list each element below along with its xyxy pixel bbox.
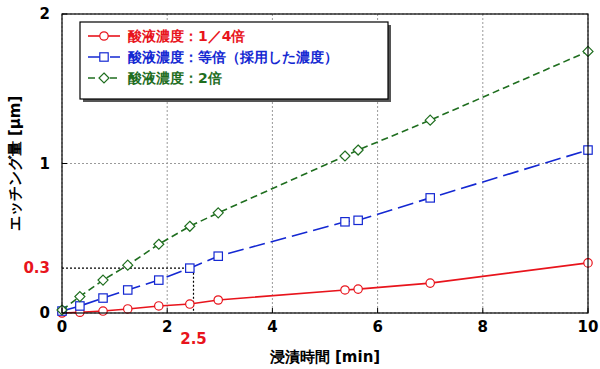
y-grid-line: [62, 163, 588, 164]
series-marker: [99, 307, 107, 315]
x-tick: [272, 308, 273, 313]
x-tick-label: 4: [267, 318, 277, 336]
x-tick-label: 8: [478, 318, 488, 336]
x-tick-label: 0: [57, 318, 67, 336]
y-axis-title: エッチング量 [μm]: [6, 96, 24, 232]
legend-label: 酸液濃度：等倍（採用した濃度）: [128, 49, 338, 65]
series-marker: [214, 252, 222, 260]
y-tick: [62, 163, 67, 164]
series-marker: [123, 260, 133, 270]
annotation-label: 2.5: [180, 330, 207, 348]
x-tick-label: 10: [578, 318, 599, 336]
legend-label: 酸液濃度：2倍: [128, 70, 222, 86]
series-marker: [353, 145, 363, 155]
x-tick-label: 2: [162, 318, 172, 336]
series-marker: [124, 286, 132, 294]
series-marker: [425, 115, 435, 125]
y-tick: [62, 313, 67, 314]
y-tick-label: 2: [40, 5, 50, 23]
x-tick: [62, 308, 63, 313]
x-tick: [588, 308, 589, 313]
series-line: [62, 263, 588, 313]
x-tick-label: 6: [372, 318, 382, 336]
series-marker: [341, 286, 349, 294]
series-marker: [186, 300, 194, 308]
series-marker: [155, 302, 163, 310]
series: [58, 259, 592, 317]
series-marker: [426, 194, 434, 202]
legend: 酸液濃度：1／4倍酸液濃度：等倍（採用した濃度） 酸液濃度：2倍: [80, 22, 391, 102]
legend-marker: [99, 73, 109, 83]
x-tick: [482, 308, 483, 313]
x-tick: [167, 308, 168, 313]
legend-box: [80, 22, 388, 99]
legend-label: 酸液濃度：1／4倍: [128, 28, 245, 44]
axes: 0 2 4 6 8 10 0 1 2 0.3 2.5: [23, 5, 598, 348]
series-marker: [354, 216, 362, 224]
plot-frame: [62, 14, 588, 313]
series-marker: [340, 151, 350, 161]
series-marker: [75, 292, 85, 302]
series-marker: [98, 275, 108, 285]
x-tick: [377, 308, 378, 313]
x-axis-title: 浸漬時間 [min]: [269, 348, 380, 366]
annotation-label: 0.3: [23, 259, 50, 277]
series-marker: [341, 218, 349, 226]
series-marker: [124, 305, 132, 313]
series-marker: [213, 208, 223, 218]
series-marker: [186, 264, 194, 272]
series-marker: [185, 221, 195, 231]
y-tick-label: 0: [40, 304, 50, 322]
series-marker: [76, 302, 84, 310]
series-marker: [214, 296, 222, 304]
y-tick-label: 1: [40, 155, 50, 173]
series-marker: [99, 294, 107, 302]
series-marker: [154, 239, 164, 249]
y-tick: [62, 14, 67, 15]
grid: [62, 14, 588, 313]
legend-marker: [100, 53, 108, 61]
series-line: [62, 150, 588, 311]
series: [58, 146, 592, 315]
chart: 0 2 4 6 8 10 0 1 2 0.3 2.5 浸漬時間 [min] エッチング量 [μm] 酸液濃…: [0, 0, 600, 369]
legend-marker: [100, 32, 108, 40]
series-marker: [155, 276, 163, 284]
series-marker: [426, 279, 434, 287]
series-marker: [354, 285, 362, 293]
